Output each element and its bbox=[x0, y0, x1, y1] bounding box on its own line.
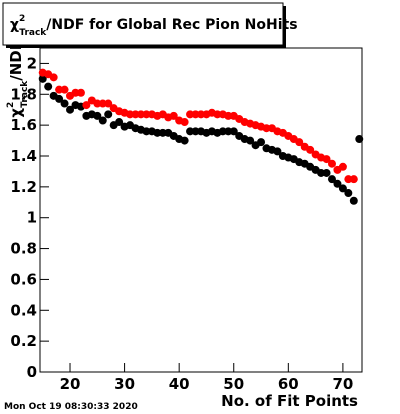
subscript: Track bbox=[20, 80, 30, 108]
x-tick-label: 30 bbox=[114, 375, 135, 393]
point bbox=[257, 138, 266, 147]
y-tick-label: 1.4 bbox=[10, 147, 37, 165]
x-tick-label: 40 bbox=[169, 375, 190, 393]
point bbox=[115, 118, 124, 127]
point bbox=[180, 136, 189, 145]
x-tick-label: 60 bbox=[278, 375, 299, 393]
point bbox=[229, 127, 238, 136]
chart-title: χ2 Track/NDF for Global Rec Pion NoHits bbox=[10, 14, 298, 38]
point bbox=[38, 74, 47, 83]
text: /NDF for Global Rec Pion NoHits bbox=[46, 17, 297, 33]
point bbox=[82, 101, 91, 110]
point bbox=[93, 111, 102, 120]
y-tick-label: 1.8 bbox=[10, 85, 37, 103]
point bbox=[349, 175, 358, 184]
y-tick-label: 1 bbox=[27, 209, 37, 227]
point bbox=[44, 82, 53, 91]
superscript: 2 bbox=[6, 102, 16, 108]
title-box bbox=[2, 2, 284, 46]
y-tick-label: 1.6 bbox=[10, 116, 37, 134]
y-tick-label: 0.2 bbox=[10, 332, 37, 350]
point bbox=[169, 111, 178, 120]
plot-area: 0 0.2 0.4 0.6 0.8 1 1.2 1.4 1.6 1.8 2 20 30 40 50 60 70 bbox=[10, 54, 364, 393]
point bbox=[60, 85, 69, 94]
point bbox=[355, 135, 364, 144]
text: /NDF bbox=[7, 40, 25, 81]
footer-date: Mon Oct 19 08:30:33 2020 bbox=[4, 402, 138, 412]
symbol: χ bbox=[10, 17, 19, 33]
subscript: Track bbox=[19, 28, 47, 38]
point bbox=[76, 88, 85, 97]
point bbox=[180, 118, 189, 127]
point bbox=[327, 175, 336, 184]
point bbox=[98, 116, 107, 125]
x-tick-label: 70 bbox=[332, 375, 353, 393]
point bbox=[104, 99, 113, 108]
x-tick-label: 20 bbox=[60, 375, 81, 393]
y-tick-label: 0.4 bbox=[10, 301, 37, 319]
point bbox=[338, 162, 347, 171]
point bbox=[66, 105, 75, 114]
y-tick-label: 0 bbox=[27, 363, 37, 381]
point bbox=[60, 99, 69, 108]
point bbox=[327, 159, 336, 168]
point bbox=[49, 73, 58, 82]
point bbox=[333, 179, 342, 188]
y-tick-label: 0.6 bbox=[10, 270, 37, 288]
y-tick-label: 0.8 bbox=[10, 240, 37, 258]
point bbox=[344, 189, 353, 198]
point bbox=[306, 145, 315, 154]
point bbox=[349, 196, 358, 205]
symbol: χ bbox=[7, 108, 25, 118]
superscript: 2 bbox=[19, 14, 25, 24]
x-axis-label: No. of Fit Points bbox=[221, 392, 358, 410]
y-tick-label: 2 bbox=[27, 54, 37, 72]
y-axis-label-text: χ2 Track/NDF bbox=[6, 40, 30, 118]
point bbox=[338, 184, 347, 193]
y-tick-label: 1.2 bbox=[10, 178, 37, 196]
point bbox=[295, 138, 304, 147]
point bbox=[273, 147, 282, 156]
point bbox=[55, 94, 64, 103]
x-tick-label: 50 bbox=[223, 375, 244, 393]
point bbox=[104, 110, 113, 119]
point bbox=[322, 168, 331, 177]
point bbox=[322, 155, 331, 164]
y-axis-label: χ2 Track/NDF bbox=[6, 40, 30, 118]
point bbox=[246, 136, 255, 145]
